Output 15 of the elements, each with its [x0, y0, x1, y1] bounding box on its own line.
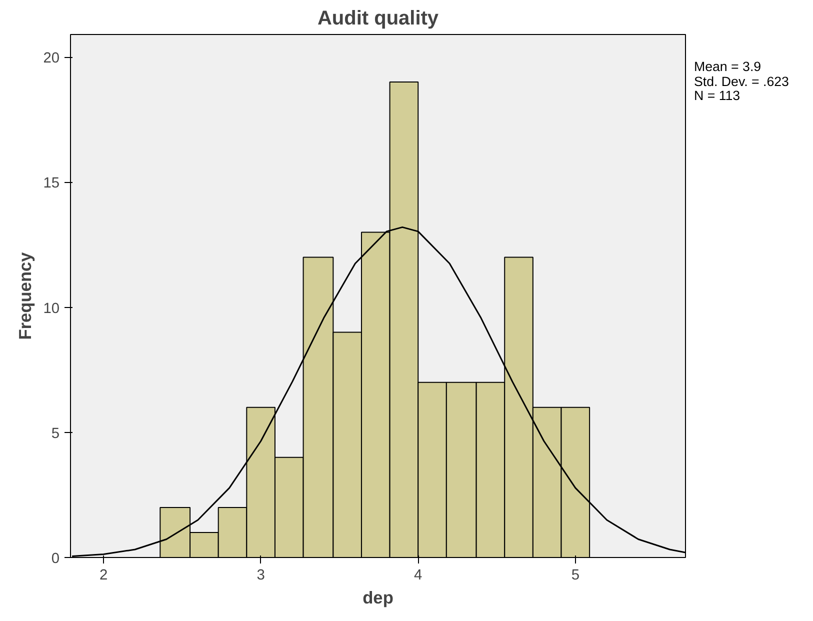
x-axis-title: dep — [362, 588, 394, 608]
text: Mean = 3.9 — [694, 59, 762, 75]
text: Std. Dev. = .623 — [694, 74, 789, 90]
x-tick-label: 4 — [414, 568, 422, 584]
x-tick-label: 5 — [571, 568, 580, 584]
y-axis-title: Frequency — [15, 252, 36, 340]
text: N = 113 — [694, 88, 740, 104]
chart-title: Audit quality — [317, 8, 440, 30]
y-tick-label: 15 — [43, 176, 60, 192]
x-tick-label: 2 — [99, 568, 108, 584]
x-tick-label: 3 — [256, 568, 265, 584]
y-tick-label: 0 — [51, 551, 60, 567]
y-tick-label: 5 — [51, 426, 60, 442]
y-tick-label: 10 — [43, 300, 60, 317]
y-tick-label: 20 — [43, 50, 60, 67]
